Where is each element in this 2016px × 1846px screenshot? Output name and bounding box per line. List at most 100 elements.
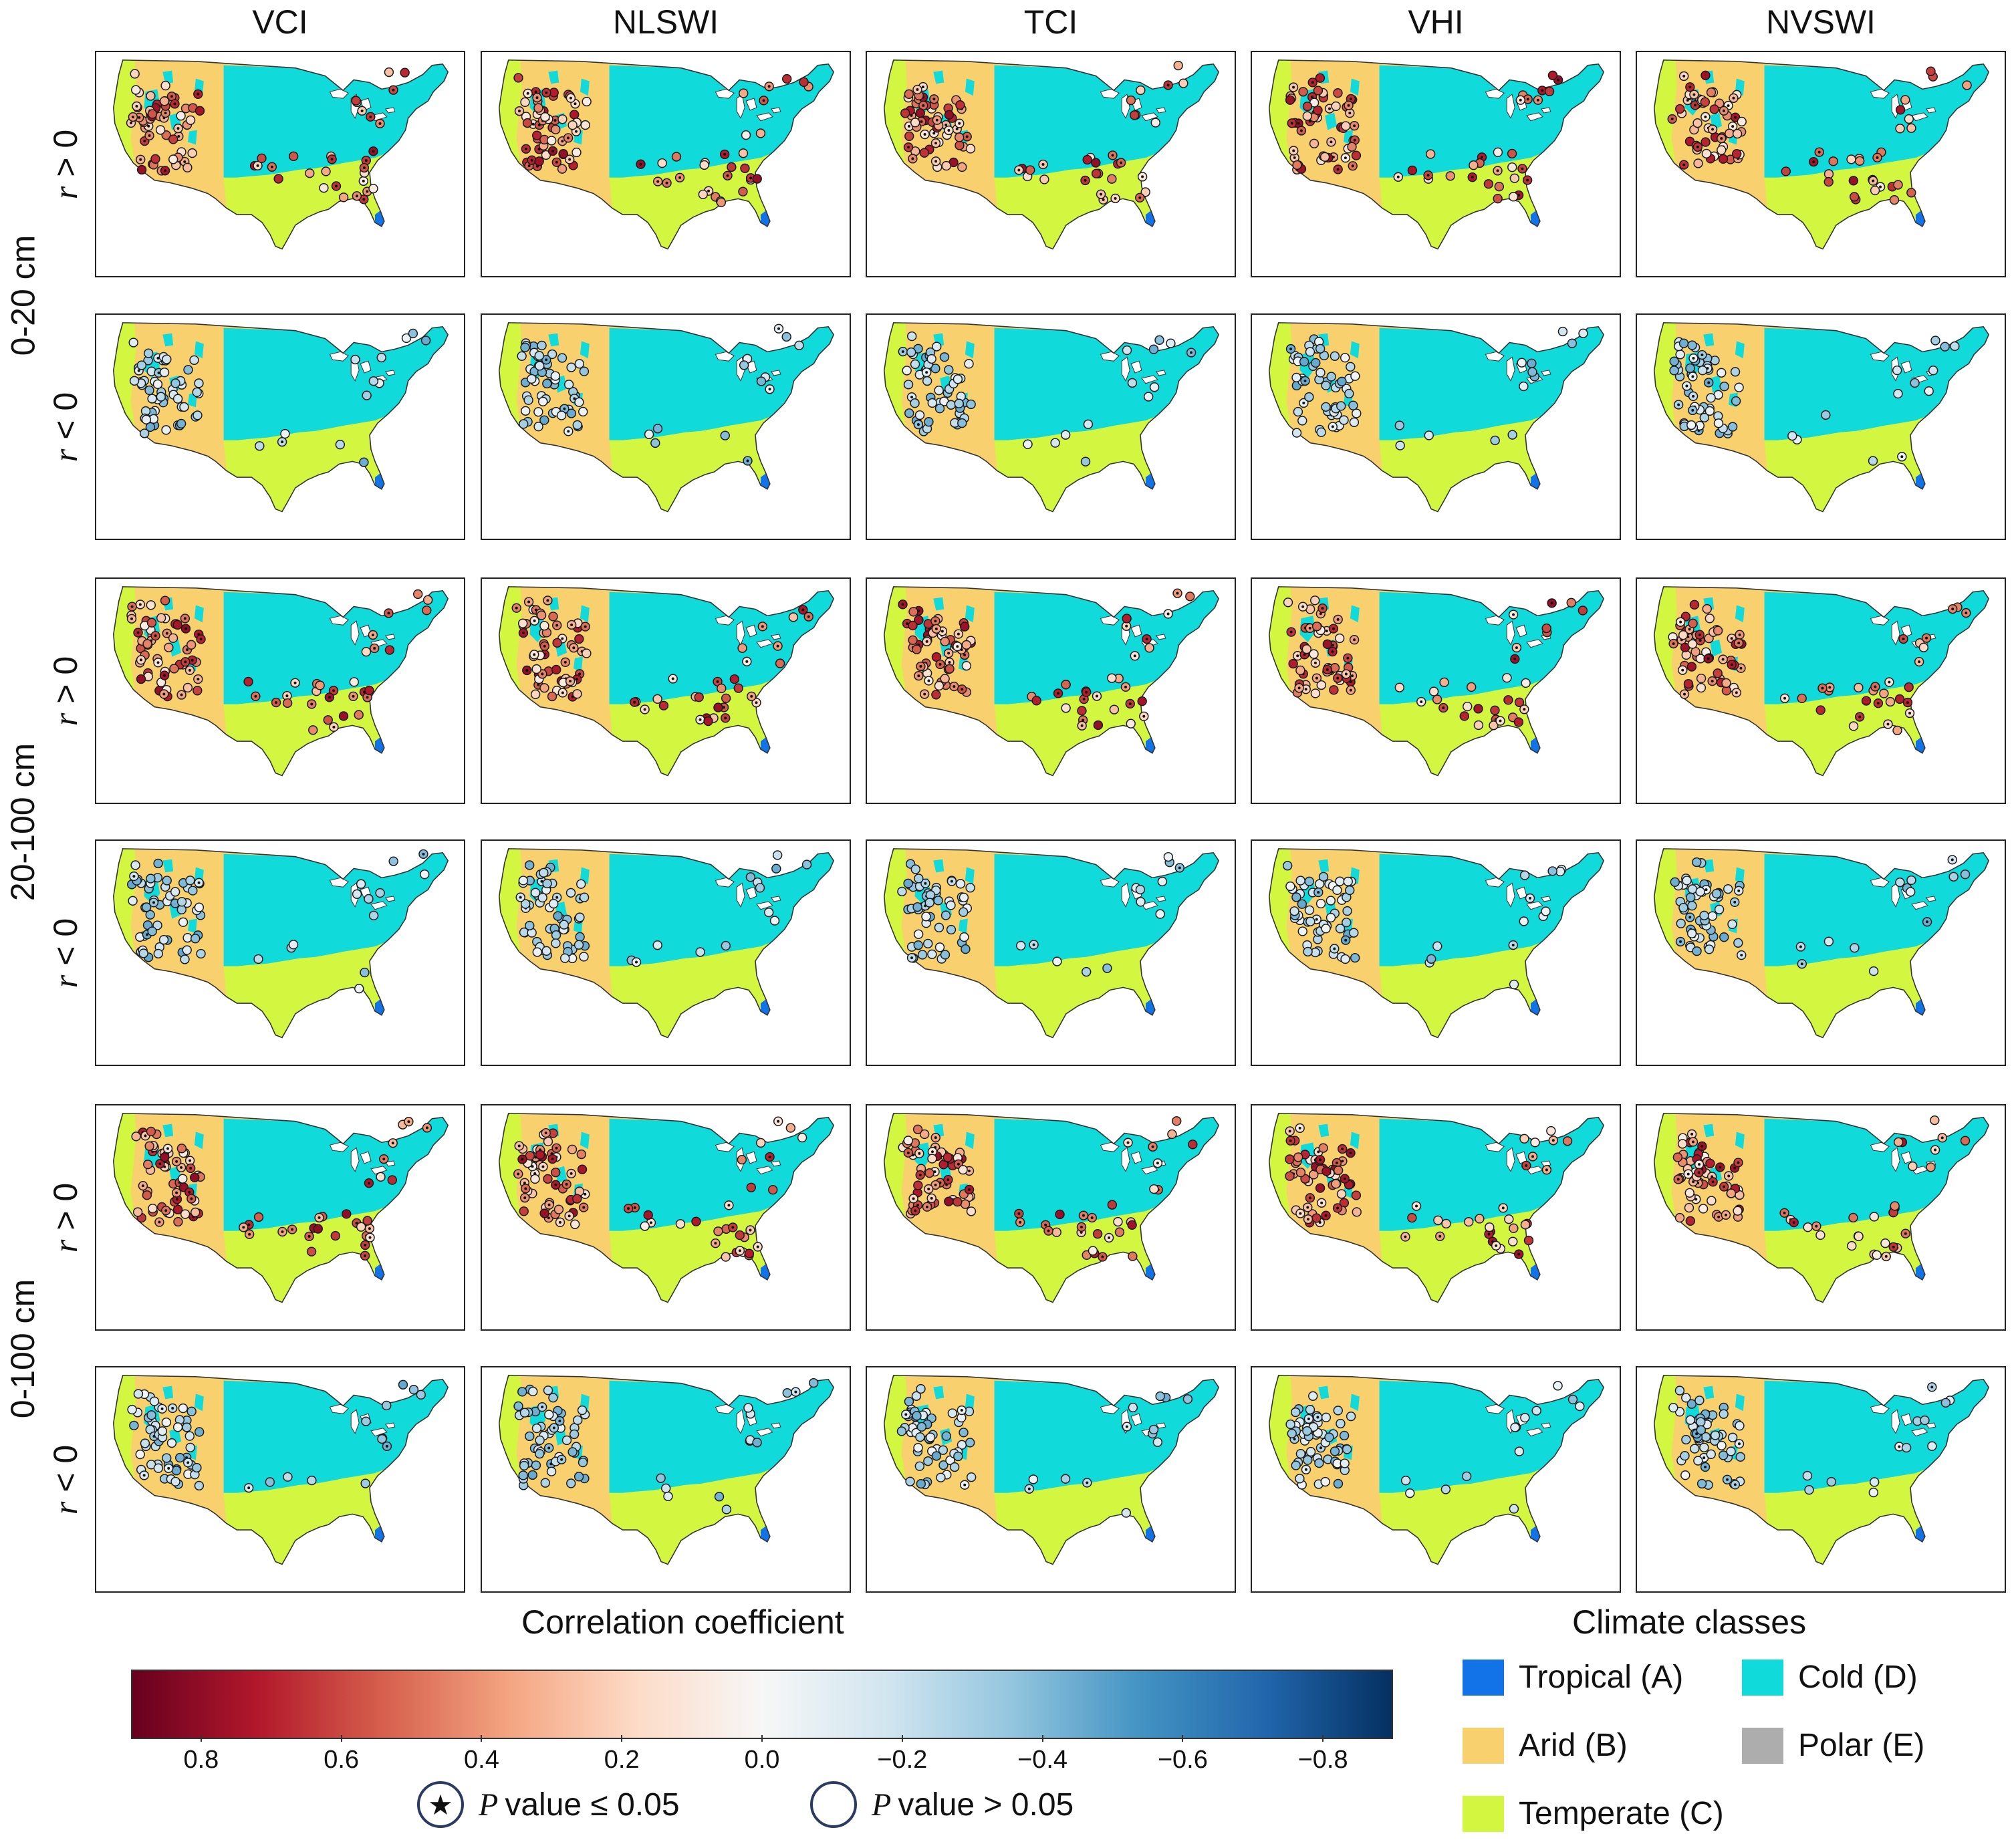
station-marker bbox=[1283, 598, 1293, 608]
significance-star bbox=[173, 102, 176, 106]
station-marker bbox=[574, 397, 584, 407]
station-marker bbox=[567, 1144, 578, 1154]
cold-highland-patch bbox=[1350, 341, 1360, 359]
legend-significant-label: value ≤ 0.05 bbox=[505, 1787, 680, 1823]
station-marker bbox=[1895, 105, 1906, 115]
station-marker bbox=[187, 148, 197, 158]
temperate-zone bbox=[609, 415, 774, 512]
station-marker bbox=[1311, 1213, 1321, 1223]
climate-zones bbox=[113, 322, 449, 512]
station-marker bbox=[131, 1132, 141, 1142]
significance-star bbox=[558, 1220, 561, 1224]
significance-star bbox=[665, 181, 668, 184]
station-marker bbox=[576, 879, 586, 889]
station-marker bbox=[553, 911, 563, 921]
significance-star bbox=[755, 701, 758, 704]
station-marker bbox=[1507, 162, 1517, 172]
station-marker bbox=[1114, 1227, 1125, 1237]
station-marker bbox=[1152, 1437, 1163, 1447]
station-marker bbox=[139, 428, 150, 438]
significance-star bbox=[382, 1158, 386, 1161]
significance-star bbox=[961, 688, 964, 691]
significance-star bbox=[136, 631, 140, 634]
station-marker bbox=[954, 398, 964, 408]
station-marker bbox=[572, 147, 582, 158]
significance-star bbox=[1124, 685, 1127, 688]
station-marker bbox=[1675, 350, 1685, 360]
map-panel-vhi-neg bbox=[1251, 1366, 1621, 1593]
significance-star bbox=[533, 619, 536, 622]
station-marker bbox=[913, 940, 923, 950]
significance-star bbox=[1670, 118, 1674, 120]
station-marker bbox=[1726, 1188, 1737, 1198]
station-marker bbox=[1394, 682, 1404, 692]
significance-star bbox=[364, 1243, 367, 1246]
temperate-zone bbox=[609, 1468, 774, 1565]
significance-star bbox=[1308, 626, 1311, 630]
station-marker bbox=[727, 162, 737, 172]
us-outline bbox=[499, 1375, 835, 1565]
significance-star bbox=[1698, 1163, 1701, 1166]
significance-star bbox=[1326, 668, 1329, 671]
great-lake bbox=[1506, 882, 1515, 908]
station-marker bbox=[1685, 1216, 1696, 1226]
us-outline bbox=[113, 59, 449, 250]
depth-label: 0-20 cm bbox=[3, 235, 41, 356]
significance-star bbox=[531, 122, 535, 126]
station-marker bbox=[1893, 388, 1903, 399]
station-marker bbox=[912, 902, 922, 912]
station-marker bbox=[519, 1460, 529, 1471]
station-marker bbox=[752, 1438, 762, 1448]
significance-star bbox=[1126, 1141, 1130, 1144]
us-climate-map bbox=[884, 848, 1220, 1039]
map-panel-tci-neg bbox=[866, 313, 1236, 540]
significance-star bbox=[1731, 125, 1735, 128]
station-marker bbox=[1293, 406, 1303, 417]
great-lake bbox=[1526, 112, 1543, 122]
significance-star bbox=[1900, 455, 1904, 458]
station-marker bbox=[356, 1222, 366, 1232]
station-marker bbox=[1028, 1474, 1039, 1484]
station-marker bbox=[574, 359, 585, 369]
us-outline bbox=[1269, 59, 1605, 250]
station-marker bbox=[914, 410, 925, 420]
station-marker bbox=[1304, 905, 1315, 915]
significance-star bbox=[1732, 96, 1735, 100]
station-marker bbox=[188, 886, 198, 896]
station-marker bbox=[1893, 180, 1903, 190]
significance-star bbox=[1704, 1465, 1707, 1468]
station-marker bbox=[913, 929, 924, 939]
significance-star bbox=[1138, 196, 1142, 199]
station-marker bbox=[911, 1391, 922, 1401]
us-climate-map bbox=[499, 1375, 835, 1565]
significance-star bbox=[1190, 351, 1193, 354]
station-marker bbox=[1331, 1179, 1341, 1189]
significance-star bbox=[1336, 676, 1340, 680]
temperate-zone-west bbox=[113, 1375, 136, 1480]
station-marker bbox=[959, 892, 969, 903]
station-marker bbox=[1699, 1442, 1709, 1452]
station-marker bbox=[1681, 1393, 1691, 1403]
station-marker bbox=[288, 940, 299, 950]
station-marker bbox=[360, 967, 370, 978]
significance-star bbox=[1703, 1456, 1706, 1460]
significance-star bbox=[1313, 661, 1317, 664]
significance-star bbox=[523, 1181, 526, 1184]
station-marker bbox=[1547, 866, 1557, 876]
climate-label: Arid (B) bbox=[1519, 1728, 1628, 1763]
station-marker bbox=[547, 349, 557, 360]
station-marker bbox=[1126, 95, 1136, 106]
station-marker bbox=[1077, 706, 1087, 716]
station-marker bbox=[350, 354, 360, 365]
station-marker bbox=[1289, 906, 1299, 916]
station-marker bbox=[907, 331, 917, 342]
station-marker bbox=[1848, 176, 1859, 186]
great-lake bbox=[1911, 112, 1928, 122]
station-marker bbox=[1696, 1478, 1707, 1489]
significance-star bbox=[561, 691, 564, 694]
significance-star bbox=[360, 109, 364, 112]
station-marker bbox=[1333, 1406, 1343, 1416]
great-lake bbox=[1926, 896, 1936, 902]
station-marker bbox=[574, 634, 584, 644]
significance-star bbox=[777, 1119, 780, 1123]
